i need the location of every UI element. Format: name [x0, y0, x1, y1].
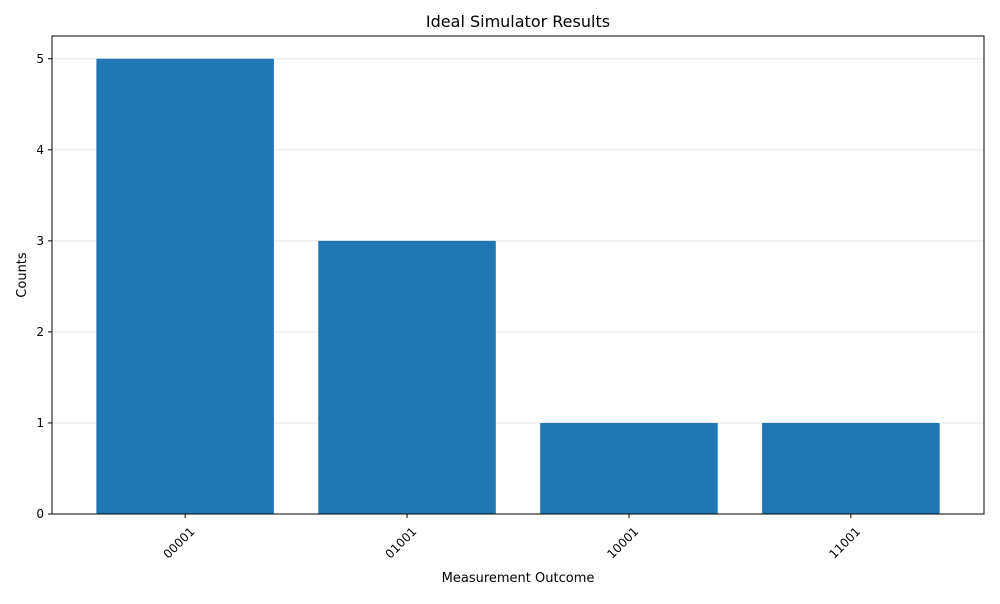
y-tick-label: 0 [36, 507, 44, 521]
y-axis-label: Counts [15, 252, 30, 298]
y-tick-label: 5 [36, 52, 44, 66]
bars [96, 58, 940, 515]
x-tick-label: 00001 [161, 524, 198, 561]
bar-01001 [318, 240, 496, 514]
bar-10001 [540, 422, 718, 514]
y-tick-label: 2 [36, 325, 44, 339]
bar-11001 [762, 422, 940, 514]
x-axis-label: Measurement Outcome [442, 571, 595, 586]
y-tick-label: 4 [36, 143, 44, 157]
x-tick-label: 01001 [382, 524, 419, 561]
x-tick-label: 11001 [826, 524, 863, 561]
x-axis-ticks: 00001 01001 10001 11001 [161, 514, 863, 561]
y-tick-label: 1 [36, 416, 44, 430]
chart-title: Ideal Simulator Results [426, 12, 610, 31]
y-axis-ticks: 0 1 2 3 4 5 [36, 52, 52, 521]
bar-00001 [96, 58, 274, 515]
plot-frame [51, 35, 985, 515]
y-tick-label: 3 [36, 234, 44, 248]
x-tick-label: 10001 [604, 524, 641, 561]
